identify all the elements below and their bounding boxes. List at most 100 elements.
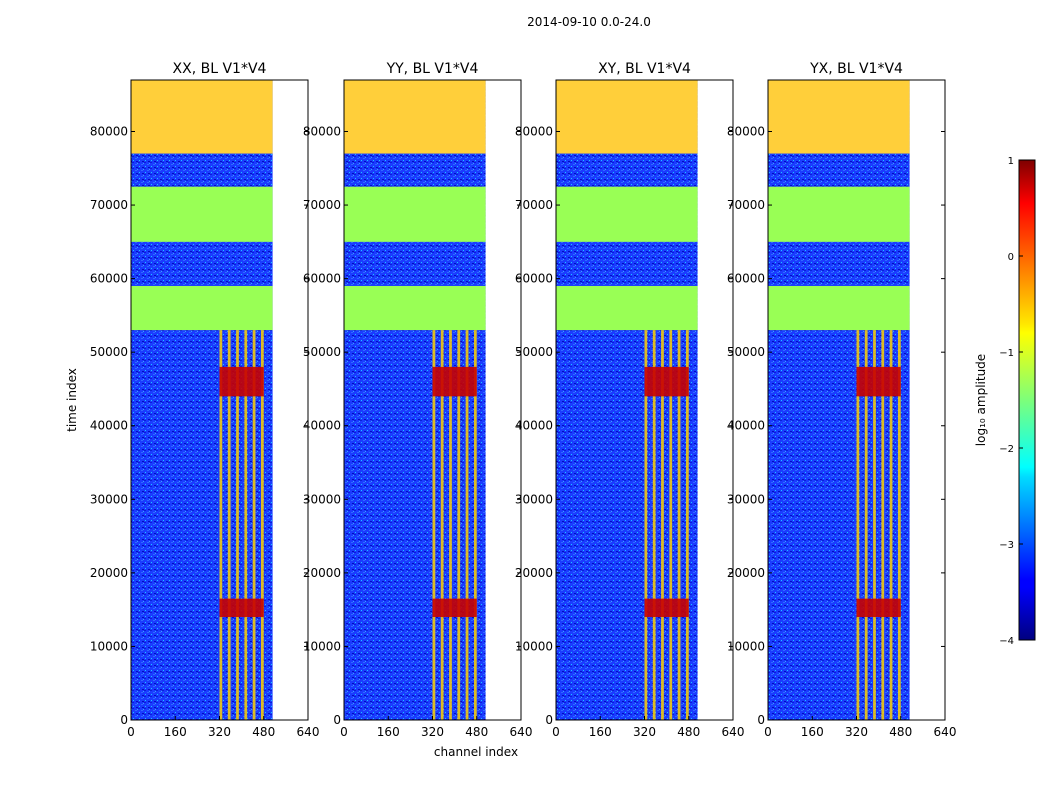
rfi-band xyxy=(236,330,239,720)
colorbar-tick-label: 0 xyxy=(1008,252,1014,263)
heatmap-region-high xyxy=(556,80,698,154)
rfi-band xyxy=(465,330,469,720)
flagged-region xyxy=(768,285,910,331)
rfi-band xyxy=(661,330,664,720)
panel-title: XY, BL V1*V4 xyxy=(598,61,691,77)
flagged-region xyxy=(344,285,486,331)
y-tick-label: 70000 xyxy=(90,198,128,212)
x-tick-label: 320 xyxy=(633,725,656,739)
rfi-burst xyxy=(856,366,901,397)
heatmap-region-high xyxy=(344,80,486,154)
flagged-region xyxy=(768,186,910,242)
y-tick-label: 10000 xyxy=(303,639,341,653)
rfi-burst xyxy=(432,366,477,397)
panel-title: YY, BL V1*V4 xyxy=(386,61,479,77)
heatmap-image xyxy=(768,80,910,720)
y-tick-label: 0 xyxy=(120,713,128,727)
heatmap-image xyxy=(344,80,486,720)
x-tick-label: 320 xyxy=(421,725,444,739)
y-tick-label: 40000 xyxy=(727,419,765,433)
rfi-band xyxy=(227,330,231,720)
rfi-band xyxy=(244,330,248,720)
y-tick-label: 40000 xyxy=(303,419,341,433)
y-tick-label: 30000 xyxy=(303,492,341,506)
y-tick-label: 10000 xyxy=(515,639,553,653)
x-tick-label: 480 xyxy=(889,725,912,739)
panel-yx: YX, BL V1*V4 0 10000 20000 30000 40000 50000 60… xyxy=(727,61,957,739)
panel-xy: XY, BL V1*V4 0 10000 20000 30000 40000 50000 60… xyxy=(515,61,745,739)
x-tick-label: 640 xyxy=(510,725,533,739)
y-tick-label: 70000 xyxy=(727,198,765,212)
colorbar-tick-label: 1 xyxy=(1008,156,1014,167)
flagged-region xyxy=(344,186,486,242)
colorbar-tick-label: −3 xyxy=(999,540,1014,551)
x-tick-label: 0 xyxy=(552,725,560,739)
rfi-band xyxy=(685,330,689,720)
y-tick-label: 10000 xyxy=(727,639,765,653)
colorbar-label: log₁₀ amplitude xyxy=(974,354,988,446)
figure-suptitle: 2014-09-10 0.0-24.0 xyxy=(527,15,651,29)
y-tick-label: 50000 xyxy=(727,345,765,359)
x-tick-label: 160 xyxy=(589,725,612,739)
rfi-band xyxy=(219,330,223,720)
x-tick-label: 160 xyxy=(164,725,187,739)
y-tick-label: 60000 xyxy=(90,272,128,286)
rfi-burst xyxy=(219,366,264,397)
y-tick-label: 80000 xyxy=(727,124,765,138)
colorbar: −4 −3 −2 −1 0 1 log₁₀ amplitude xyxy=(974,156,1036,647)
heatmap-region-high xyxy=(131,80,273,154)
flagged-region xyxy=(556,285,698,331)
x-tick-label: 480 xyxy=(677,725,700,739)
y-tick-label: 30000 xyxy=(515,492,553,506)
rfi-band xyxy=(260,330,264,720)
x-tick-label: 0 xyxy=(340,725,348,739)
rfi-band xyxy=(873,330,876,720)
x-tick-label: 640 xyxy=(297,725,320,739)
rfi-burst xyxy=(856,598,901,618)
y-tick-label: 60000 xyxy=(727,272,765,286)
rfi-band xyxy=(432,330,436,720)
x-tick-label: 320 xyxy=(845,725,868,739)
y-tick-label: 20000 xyxy=(515,566,553,580)
x-tick-label: 640 xyxy=(722,725,745,739)
rfi-band xyxy=(864,330,868,720)
rfi-band xyxy=(889,330,893,720)
colorbar-tick-label: −1 xyxy=(999,348,1014,359)
rfi-burst xyxy=(432,598,477,618)
y-tick-label: 30000 xyxy=(727,492,765,506)
x-tick-label: 0 xyxy=(127,725,135,739)
y-tick-label: 50000 xyxy=(90,345,128,359)
y-tick-label: 40000 xyxy=(515,419,553,433)
rfi-band xyxy=(881,330,885,720)
y-axis-label: time index xyxy=(65,368,79,432)
rfi-band xyxy=(856,330,860,720)
rfi-burst xyxy=(219,598,264,618)
colorbar-tick-label: −4 xyxy=(999,636,1014,647)
colorbar-tick-label: −2 xyxy=(999,444,1014,455)
heatmap-image xyxy=(131,80,273,720)
heatmap-region-high xyxy=(768,80,910,154)
y-tick-label: 80000 xyxy=(90,124,128,138)
y-tick-label: 30000 xyxy=(90,492,128,506)
y-tick-label: 80000 xyxy=(515,124,553,138)
rfi-band xyxy=(440,330,444,720)
heatmap-image xyxy=(556,80,698,720)
y-tick-label: 10000 xyxy=(90,639,128,653)
rfi-band xyxy=(473,330,477,720)
y-tick-label: 0 xyxy=(757,713,765,727)
y-tick-label: 70000 xyxy=(303,198,341,212)
x-tick-label: 480 xyxy=(252,725,275,739)
x-tick-label: 320 xyxy=(208,725,231,739)
rfi-band xyxy=(252,330,256,720)
y-tick-label: 20000 xyxy=(303,566,341,580)
rfi-burst xyxy=(644,366,689,397)
rfi-burst xyxy=(644,598,689,618)
x-tick-label: 480 xyxy=(465,725,488,739)
rfi-band xyxy=(449,330,452,720)
y-tick-label: 50000 xyxy=(515,345,553,359)
x-tick-label: 0 xyxy=(764,725,772,739)
y-tick-label: 0 xyxy=(333,713,341,727)
y-tick-label: 60000 xyxy=(303,272,341,286)
y-tick-label: 20000 xyxy=(727,566,765,580)
